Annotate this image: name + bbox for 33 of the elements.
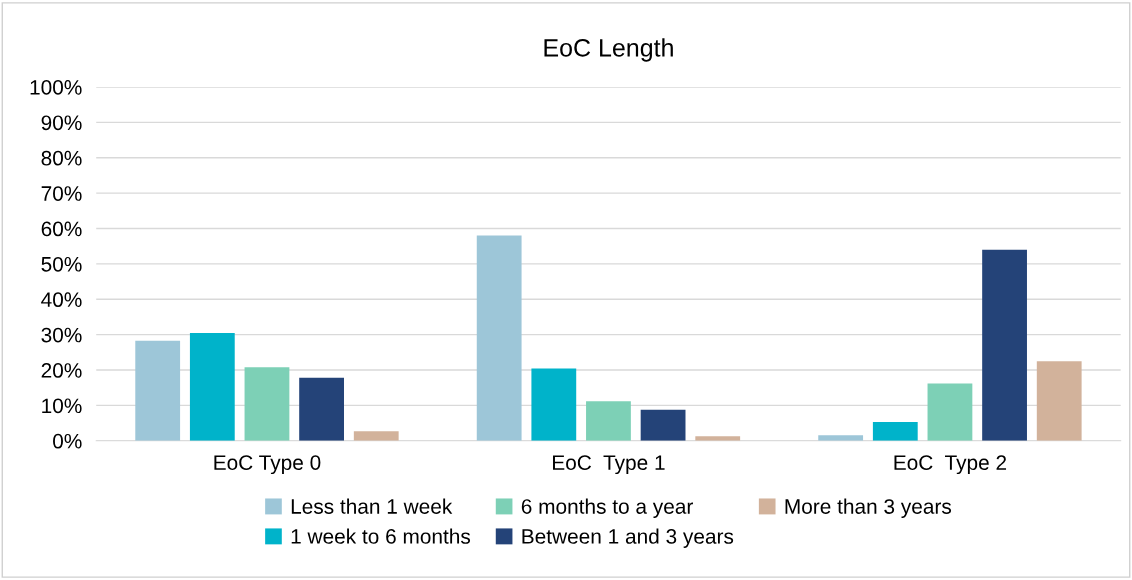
y-tick-label: 0%	[53, 433, 82, 449]
legend-label: Between 1 and 3 years	[522, 528, 734, 548]
y-tick-label: 100%	[30, 80, 82, 95]
bar	[189, 332, 235, 441]
legend-label: 6 months to a year	[521, 498, 693, 518]
y-tick-label: 70%	[41, 186, 82, 201]
bar	[135, 340, 181, 441]
x-tick-label: EoC Type 0	[214, 455, 321, 475]
bar	[872, 422, 918, 441]
bar	[927, 383, 973, 441]
y-tick-label: 50%	[41, 256, 82, 272]
bar	[640, 409, 686, 441]
y-tick-label: 40%	[41, 292, 82, 308]
chart-title: EoC Length	[544, 38, 673, 62]
y-tick-label: 60%	[41, 221, 82, 237]
x-tick-label: EoC Type 1	[553, 455, 665, 475]
bar	[299, 377, 344, 441]
legend-label: Less than 1 week	[291, 498, 453, 514]
y-tick-label: 90%	[41, 115, 82, 131]
bar	[476, 235, 522, 441]
y-tick-label: 20%	[41, 363, 82, 378]
bar	[982, 249, 1027, 441]
y-tick-label: 10%	[42, 398, 82, 414]
bar	[531, 368, 577, 441]
legend-label: More than 3 years	[785, 498, 952, 518]
bar	[586, 401, 631, 441]
y-tick-label: 80%	[41, 150, 82, 166]
bar	[1036, 361, 1082, 441]
y-tick-label: 30%	[41, 327, 82, 343]
x-tick-label: EoC Type 2	[894, 455, 1007, 475]
legend-label: 1 week to 6 months	[291, 528, 471, 544]
bar	[353, 431, 399, 441]
bar	[244, 367, 290, 441]
